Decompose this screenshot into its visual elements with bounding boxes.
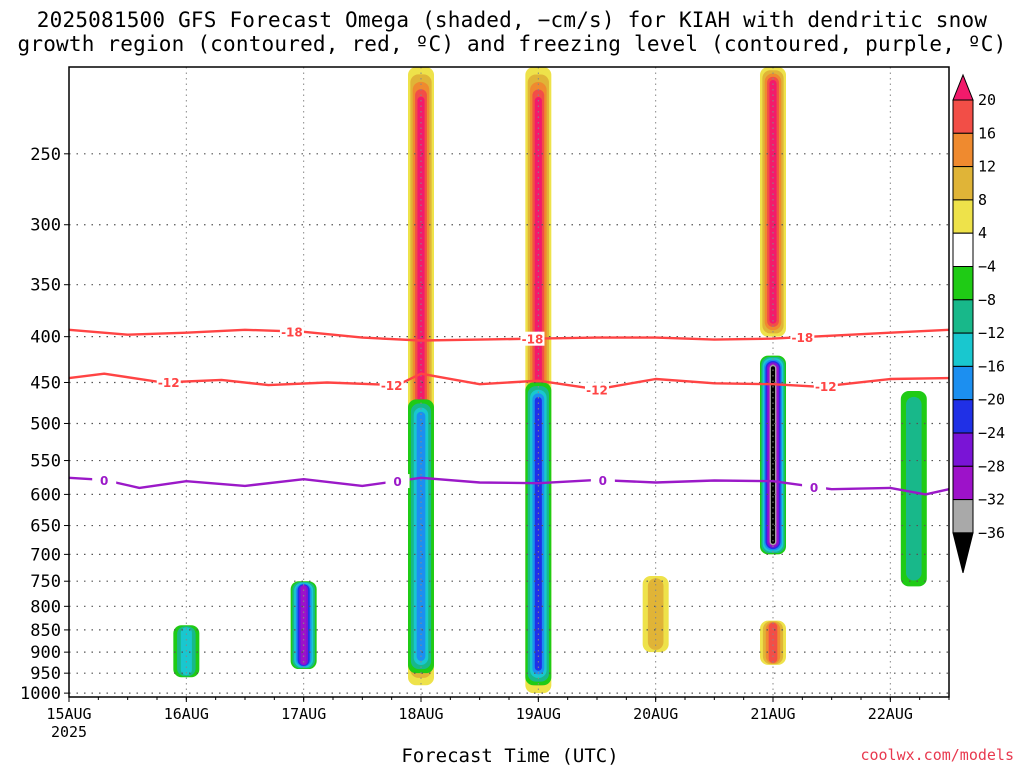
contour-label-bg: [790, 330, 815, 345]
contour-line--12: [68, 372, 950, 391]
colorbar-label: −20: [978, 391, 1005, 409]
omega-feature-3-level-3: [416, 411, 426, 661]
colorbar-bottom-arrow: [952, 532, 974, 574]
contour-label-bg: [379, 377, 404, 392]
x-tick-label-22AUG: 22AUG: [868, 705, 913, 723]
contour-label-bg: [279, 324, 304, 339]
colorbar-bin-8: [952, 332, 974, 367]
y-tick-label-700: 700: [30, 545, 61, 565]
contour-label-0: 0: [393, 475, 401, 489]
omega-feature-1-level-4: [534, 397, 542, 671]
colorbar-bin-9: [952, 365, 974, 401]
y-tick-label-250: 250: [30, 145, 61, 165]
y-tick-label-500: 500: [30, 414, 61, 434]
x-tick-label-18AUG: 18AUG: [398, 705, 443, 723]
colorbar-label: −16: [978, 357, 1005, 375]
y-tick-label-600: 600: [30, 485, 61, 505]
colorbar-bin-10: [952, 399, 974, 434]
y-tick-label-1000: 1000: [20, 684, 61, 704]
contour-line-0: [68, 476, 950, 496]
colorbar-label: 12: [978, 158, 996, 176]
x-axis-title: Forecast Time (UTC): [401, 745, 619, 767]
x-tick-label-19AUG: 19AUG: [516, 705, 561, 723]
colorbar-bin-6: [952, 266, 974, 301]
plot-area: 2503003504004505005506006507007508008509…: [20, 66, 950, 741]
chart-title-line-1: 2025081500 GFS Forecast Omega (shaded, −…: [36, 8, 988, 32]
omega-feature-7-level-4: [769, 79, 777, 324]
y-tick-label-350: 350: [30, 276, 61, 296]
y-tick-label-300: 300: [30, 216, 61, 236]
x-tick-label-16AUG: 16AUG: [164, 705, 209, 723]
y-tick-label-800: 800: [30, 597, 61, 617]
contour-label--18: -18: [281, 325, 303, 339]
contour-label--12: -12: [381, 379, 403, 393]
omega-feature-10-level-1: [906, 396, 922, 581]
contour-label--18: -18: [522, 333, 544, 347]
y-tick-label-450: 450: [30, 373, 61, 393]
y-tick-label-550: 550: [30, 452, 61, 472]
colorbar-bin-13: [952, 499, 974, 534]
colorbar-label: −36: [978, 524, 1005, 542]
contour-label-0: 0: [810, 481, 818, 495]
y-tick-label-850: 850: [30, 621, 61, 641]
colorbar-label: −28: [978, 457, 1005, 475]
plot-frame: [68, 66, 950, 698]
colorbar-label: 16: [978, 124, 996, 142]
omega-feature-9-level-1: [647, 578, 664, 650]
contour-label-bg: [156, 375, 181, 390]
y-tick-label-400: 400: [30, 328, 61, 348]
contour-label-bg: [590, 473, 615, 488]
colorbar-bin-12: [952, 465, 974, 501]
contour-label--12: -12: [586, 383, 608, 397]
contour-label-bg: [385, 474, 410, 489]
colorbar-label: 8: [978, 191, 987, 209]
omega-feature-4-level-6: [301, 585, 307, 665]
x-tick-label-21AUG: 21AUG: [750, 705, 795, 723]
contour-label-bg: [92, 472, 117, 487]
contour-label--12: -12: [815, 380, 837, 394]
colorbar-label: 20: [978, 91, 996, 109]
contour-label-bg: [520, 331, 545, 346]
colorbar-label: −32: [978, 491, 1005, 509]
contour-label--12: -12: [158, 376, 180, 390]
colorbar-bin-1: [952, 99, 974, 134]
contour-label-0: 0: [599, 474, 607, 488]
omega-feature-6-level-8: [770, 366, 776, 544]
x-tick-label-17AUG: 17AUG: [281, 705, 326, 723]
y-tick-label-650: 650: [30, 517, 61, 537]
x-tick-label-15AUG: 15AUG: [46, 705, 91, 723]
colorbar: 20 16 12 8 4 −4 −8 −12 −16 −20 −24 −28 −32 −36: [952, 73, 1005, 574]
colorbar-label: −24: [978, 424, 1005, 442]
colorbar-top-arrow: [952, 73, 974, 101]
colorbar-label: 4: [978, 224, 987, 242]
colorbar-bin-11: [952, 432, 974, 467]
chart-title-line-2: growth region (contoured, red, ºC) and f…: [17, 32, 1007, 56]
colorbar-bin-4: [952, 199, 974, 234]
contour-label-bg: [813, 379, 838, 394]
colorbar-bin-2: [952, 132, 974, 168]
credit-link[interactable]: coolwx.com/models: [860, 746, 1014, 764]
contour-label-bg: [585, 382, 609, 397]
y-tick-label-950: 950: [30, 664, 61, 684]
colorbar-bin-7: [952, 299, 974, 334]
colorbar-bin-3: [952, 166, 974, 201]
colorbar-label: −8: [978, 291, 996, 309]
contour-label--18: -18: [791, 331, 813, 345]
y-tick-label-750: 750: [30, 572, 61, 592]
contour-label-0: 0: [100, 474, 108, 488]
omega-feature-8-level-3: [768, 622, 778, 663]
colorbar-bin-5: [952, 232, 974, 267]
x-year-label: 2025: [51, 723, 87, 741]
contour-label-bg: [802, 479, 827, 494]
colorbar-label: −12: [978, 324, 1005, 342]
y-tick-label-900: 900: [30, 643, 61, 663]
x-tick-label-20AUG: 20AUG: [633, 705, 678, 723]
colorbar-label: −4: [978, 258, 996, 276]
